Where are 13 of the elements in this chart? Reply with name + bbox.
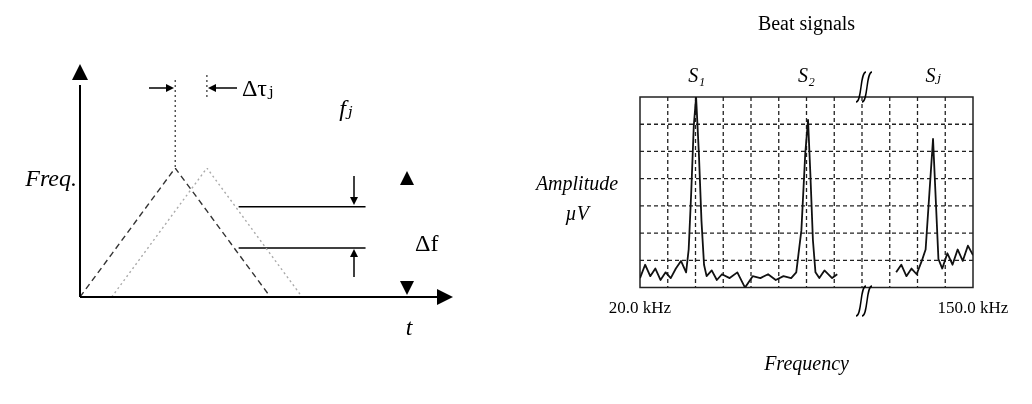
text: Δτⱼ	[241, 75, 274, 102]
annotation: Δf	[415, 230, 439, 257]
x-tick-label: 150.0 kHz	[937, 298, 1009, 318]
text: Sⱼ	[925, 64, 942, 87]
chart-title: Beat signals	[757, 12, 856, 36]
x-axis-title: Frequency	[763, 352, 850, 376]
x-tick-label: 20.0 kHz	[608, 298, 672, 318]
y-axis-title: Freq.	[24, 165, 77, 192]
text: S₂	[798, 64, 816, 87]
x-axis-title: t	[405, 314, 414, 341]
text: fⱼ	[339, 95, 353, 122]
text: S₁	[688, 64, 706, 87]
y-axis-title: Amplitude µV	[533, 172, 619, 226]
